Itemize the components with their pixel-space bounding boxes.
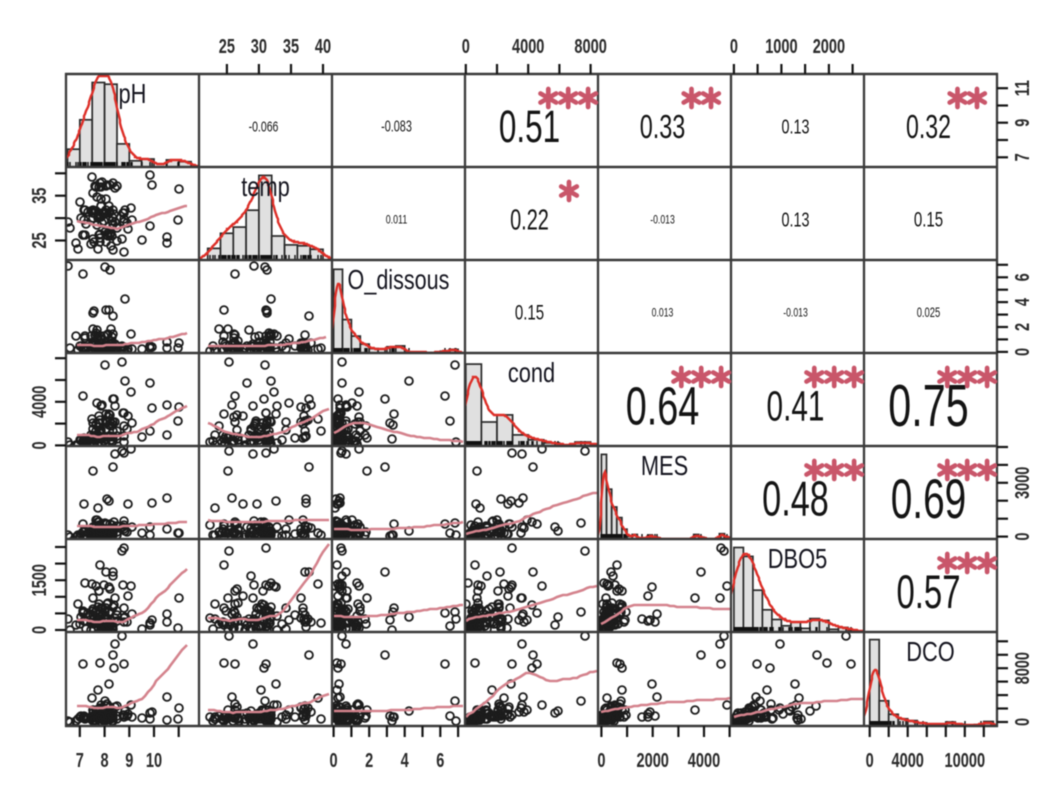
svg-text:35: 35 bbox=[28, 188, 51, 204]
svg-text:0: 0 bbox=[28, 626, 51, 634]
svg-text:6: 6 bbox=[1011, 273, 1034, 281]
svg-text:4000: 4000 bbox=[688, 749, 720, 772]
svg-text:40: 40 bbox=[315, 35, 331, 58]
svg-text:3000: 3000 bbox=[1011, 467, 1034, 499]
svg-text:0: 0 bbox=[597, 749, 605, 772]
svg-text:0: 0 bbox=[1011, 348, 1034, 356]
svg-text:0.22: 0.22 bbox=[510, 204, 549, 236]
svg-text:0.13: 0.13 bbox=[782, 208, 810, 231]
svg-text:0.15: 0.15 bbox=[515, 301, 544, 325]
svg-text:-0.083: -0.083 bbox=[381, 119, 412, 136]
svg-text:8: 8 bbox=[101, 749, 109, 772]
svg-text:4000: 4000 bbox=[892, 749, 924, 772]
svg-text:DCO: DCO bbox=[906, 636, 955, 667]
svg-text:0: 0 bbox=[866, 749, 874, 772]
svg-text:35: 35 bbox=[283, 35, 299, 58]
svg-text:8000: 8000 bbox=[1011, 652, 1034, 684]
svg-text:0.13: 0.13 bbox=[782, 115, 810, 138]
svg-text:30: 30 bbox=[251, 35, 267, 58]
svg-text:7: 7 bbox=[1011, 153, 1034, 161]
svg-text:6: 6 bbox=[436, 749, 444, 772]
svg-text:0.64: 0.64 bbox=[626, 376, 700, 436]
svg-text:0: 0 bbox=[330, 749, 338, 772]
svg-text:MES: MES bbox=[641, 450, 688, 481]
svg-text:9: 9 bbox=[125, 749, 133, 772]
svg-text:10: 10 bbox=[146, 749, 162, 772]
svg-text:0.025: 0.025 bbox=[917, 305, 941, 320]
svg-text:2: 2 bbox=[365, 749, 373, 772]
svg-text:4: 4 bbox=[1011, 298, 1034, 307]
svg-text:25: 25 bbox=[28, 232, 51, 248]
svg-text:4000: 4000 bbox=[28, 386, 51, 418]
svg-text:0.32: 0.32 bbox=[906, 108, 951, 145]
svg-text:0.51: 0.51 bbox=[499, 101, 560, 152]
svg-text:DBO5: DBO5 bbox=[768, 543, 828, 574]
svg-text:-0.013: -0.013 bbox=[783, 306, 808, 320]
svg-text:0.011: 0.011 bbox=[386, 212, 408, 226]
svg-text:0.57: 0.57 bbox=[897, 565, 961, 618]
svg-text:-0.013: -0.013 bbox=[650, 213, 675, 227]
svg-text:2000: 2000 bbox=[637, 749, 669, 772]
svg-text:0.69: 0.69 bbox=[891, 468, 967, 530]
svg-text:25: 25 bbox=[219, 35, 235, 58]
svg-text:0.013: 0.013 bbox=[652, 306, 674, 320]
svg-text:0.75: 0.75 bbox=[888, 373, 968, 439]
svg-text:cond: cond bbox=[508, 357, 555, 388]
svg-text:9: 9 bbox=[1011, 119, 1034, 127]
svg-text:0: 0 bbox=[1011, 718, 1034, 726]
svg-text:10000: 10000 bbox=[945, 749, 986, 772]
svg-text:0: 0 bbox=[730, 35, 738, 58]
svg-text:0.41: 0.41 bbox=[767, 383, 825, 430]
svg-text:0: 0 bbox=[1011, 533, 1034, 541]
svg-text:temp: temp bbox=[241, 171, 290, 202]
svg-text:0: 0 bbox=[462, 35, 470, 58]
svg-text:11: 11 bbox=[1011, 80, 1034, 96]
svg-text:4000: 4000 bbox=[512, 35, 544, 58]
svg-text:pH: pH bbox=[119, 78, 147, 109]
svg-text:0: 0 bbox=[28, 441, 51, 449]
svg-text:1000: 1000 bbox=[765, 35, 797, 58]
svg-text:1500: 1500 bbox=[28, 564, 51, 596]
svg-text:0.33: 0.33 bbox=[640, 109, 686, 146]
svg-text:2: 2 bbox=[1011, 323, 1034, 331]
svg-text:4: 4 bbox=[401, 749, 410, 772]
svg-text:O_dissous: O_dissous bbox=[348, 264, 450, 295]
svg-text:2000: 2000 bbox=[813, 35, 845, 58]
svg-text:7: 7 bbox=[76, 749, 84, 772]
svg-text:-0.066: -0.066 bbox=[249, 118, 279, 135]
svg-text:0.15: 0.15 bbox=[914, 208, 943, 232]
svg-text:8000: 8000 bbox=[574, 35, 606, 58]
svg-text:0.48: 0.48 bbox=[762, 473, 829, 527]
